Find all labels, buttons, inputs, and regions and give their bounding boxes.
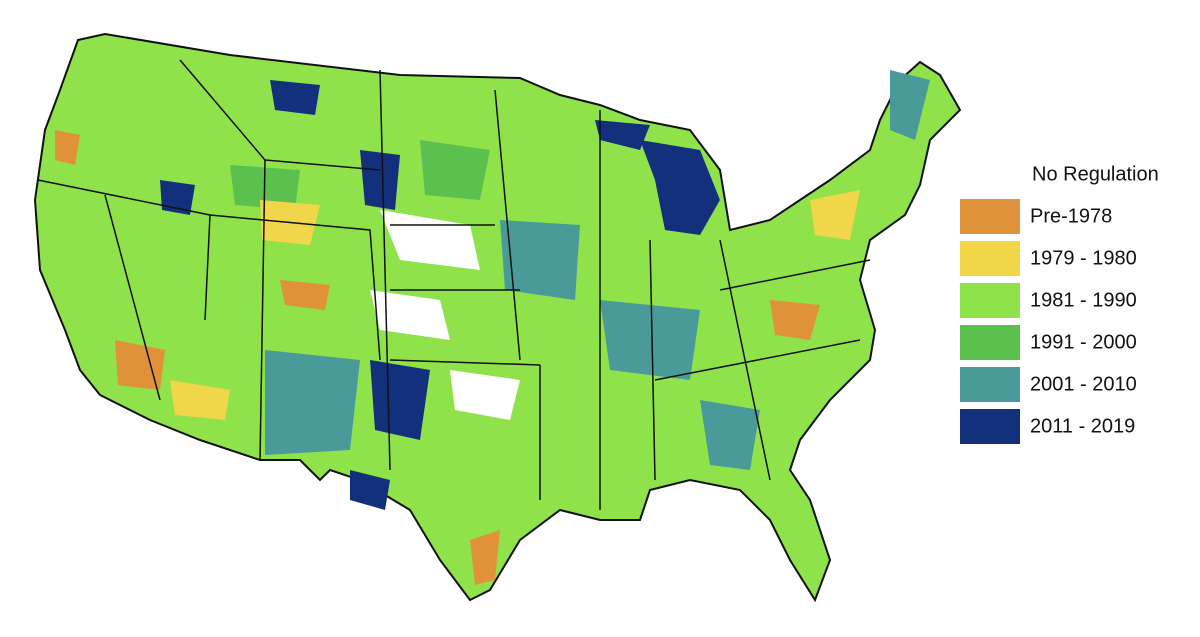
- patch: [640, 140, 720, 235]
- legend-swatch: [960, 283, 1020, 318]
- patch: [810, 190, 860, 240]
- legend-swatch: [960, 325, 1020, 360]
- patch: [360, 150, 400, 210]
- patch: [420, 140, 490, 200]
- patch: [700, 400, 760, 470]
- patch: [170, 380, 230, 420]
- us-map: [33, 32, 962, 603]
- patch: [890, 70, 930, 140]
- patch: [55, 130, 80, 165]
- patch: [370, 290, 450, 340]
- patch: [280, 280, 330, 310]
- patch: [265, 350, 360, 455]
- patch: [595, 120, 650, 150]
- patch: [450, 370, 520, 420]
- legend-title: No Regulation: [1032, 163, 1159, 185]
- legend-swatch: [960, 241, 1020, 276]
- regulation-patches: [55, 70, 930, 585]
- legend-swatch: [960, 367, 1020, 402]
- legend-label: 2011 - 2019: [1030, 415, 1135, 437]
- legend-label: 1981 - 1990: [1030, 289, 1137, 311]
- patch: [270, 80, 320, 115]
- patch: [115, 340, 165, 390]
- legend-label: Pre-1978: [1030, 205, 1112, 227]
- legend-label: 1979 - 1980: [1030, 247, 1137, 269]
- legend-label: 2001 - 2010: [1030, 373, 1137, 395]
- patch: [160, 180, 195, 215]
- patch: [350, 470, 390, 510]
- patch: [600, 300, 700, 380]
- legend-swatch: [960, 199, 1020, 234]
- legend: No Regulation Pre-1978 1979 - 1980 1981 - …: [960, 163, 1159, 444]
- border: [37, 59, 871, 510]
- state-borders: [37, 59, 871, 510]
- patch: [500, 220, 580, 300]
- patch: [370, 360, 430, 440]
- patch: [470, 530, 500, 585]
- patch: [770, 300, 820, 340]
- legend-label: 1991 - 2000: [1030, 331, 1137, 353]
- legend-swatch: [960, 409, 1020, 444]
